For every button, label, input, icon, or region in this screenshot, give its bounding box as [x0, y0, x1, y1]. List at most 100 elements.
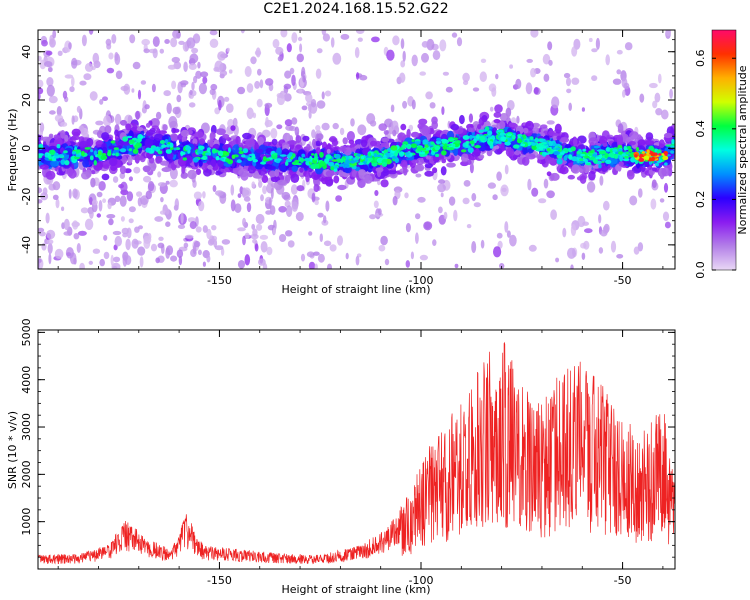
heatmap-cell [102, 198, 107, 203]
heatmap-cell [235, 136, 241, 145]
heatmap-cell [148, 157, 155, 164]
heatmap-cell [478, 117, 485, 127]
heatmap-cell [45, 212, 50, 224]
heatmap-cell [132, 148, 139, 154]
spectrogram-frame [37, 29, 676, 270]
heatmap-cell [38, 55, 42, 62]
heatmap-cell [334, 153, 341, 159]
heatmap-cell [485, 145, 491, 151]
heatmap-cell [411, 159, 419, 164]
heatmap-cell [103, 251, 110, 260]
heatmap-cell [205, 152, 211, 156]
heatmap-cell [180, 129, 189, 137]
heatmap-cell [487, 130, 493, 136]
heatmap-cell [460, 153, 469, 163]
heatmap-cell [210, 83, 218, 91]
heatmap-cell [610, 152, 615, 158]
heatmap-cell [301, 153, 306, 158]
heatmap-cell [546, 171, 552, 177]
heatmap-cell [659, 198, 665, 203]
heatmap-cell [170, 255, 178, 262]
heatmap-cell [180, 172, 188, 179]
heatmap-cell [145, 131, 152, 137]
heatmap-cell [106, 67, 115, 74]
heatmap-cell [578, 160, 585, 164]
heatmap-cell [546, 148, 551, 152]
heatmap-cell [294, 126, 300, 137]
heatmap-cell [257, 136, 265, 147]
heatmap-cell [465, 141, 469, 147]
heatmap-cell [571, 156, 579, 162]
heatmap-cell [197, 249, 202, 256]
heatmap-cell [378, 123, 388, 131]
heatmap-cell [579, 175, 587, 184]
heatmap-cell [291, 32, 298, 44]
heatmap-cell [271, 138, 278, 146]
heatmap-cell [202, 225, 208, 233]
heatmap-cell [223, 96, 230, 102]
spectrogram-heatmap [38, 30, 675, 269]
heatmap-cell [311, 192, 316, 203]
heatmap-cell [200, 71, 209, 78]
heatmap-cell [259, 234, 269, 240]
heatmap-cell [127, 115, 133, 124]
heatmap-cell [321, 122, 330, 131]
heatmap-cell [128, 139, 135, 144]
heatmap-cell [306, 251, 315, 258]
heatmap-cell [71, 128, 81, 137]
heatmap-cell [38, 79, 44, 88]
heatmap-cell [330, 37, 335, 48]
heatmap-cell [566, 88, 572, 94]
heatmap-cell [151, 83, 156, 93]
heatmap-cell [213, 143, 220, 150]
heatmap-cell [622, 158, 630, 162]
heatmap-cell [195, 226, 202, 233]
heatmap-cell [426, 38, 435, 51]
heatmap-cell [441, 158, 447, 164]
heatmap-cell [429, 102, 436, 109]
heatmap-cell [635, 147, 640, 152]
heatmap-cell [432, 156, 440, 163]
heatmap-cell [265, 210, 272, 215]
snr-series-line [38, 341, 675, 565]
heatmap-cell [54, 114, 64, 122]
heatmap-cell [462, 135, 470, 140]
heatmap-cell [487, 182, 496, 189]
spectrogram-y-ticks: -40 -20 0 20 40 [20, 39, 675, 270]
heatmap-cell [277, 56, 283, 62]
heatmap-cell [79, 140, 89, 149]
heatmap-cell [182, 157, 187, 161]
heatmap-cell [324, 90, 332, 97]
heatmap-cell [516, 115, 520, 124]
snr-x-axis-label: Height of straight line (km) [281, 583, 430, 596]
heatmap-cell [554, 123, 562, 134]
heatmap-cell [254, 80, 260, 89]
heatmap-cell [114, 129, 119, 137]
heatmap-cell [120, 216, 125, 222]
heatmap-cell [315, 68, 322, 79]
heatmap-cell [386, 49, 395, 61]
colorbar-tick-label: 0.2 [694, 191, 707, 209]
heatmap-cell [48, 155, 52, 160]
heatmap-cell [174, 198, 179, 210]
heatmap-cell [531, 127, 541, 135]
heatmap-cell [373, 153, 378, 158]
snr-panel: -150 -100 -50 1000 2000 3000 4000 5000 Height … [6, 318, 676, 596]
heatmap-cell [81, 34, 87, 47]
heatmap-cell [578, 144, 585, 151]
heatmap-cell [286, 133, 291, 141]
heatmap-cell [338, 163, 344, 167]
heatmap-cell [295, 211, 304, 222]
heatmap-cell [471, 241, 477, 253]
heatmap-cell [71, 151, 77, 155]
heatmap-cell [198, 200, 205, 212]
heatmap-cell [240, 30, 245, 34]
heatmap-cell [332, 52, 342, 65]
heatmap-cell [181, 164, 186, 174]
heatmap-cell [113, 147, 119, 150]
heatmap-cell [89, 208, 94, 219]
heatmap-cell [41, 39, 48, 47]
heatmap-cell [294, 159, 300, 164]
heatmap-cell [424, 150, 430, 154]
heatmap-cell [617, 123, 624, 133]
